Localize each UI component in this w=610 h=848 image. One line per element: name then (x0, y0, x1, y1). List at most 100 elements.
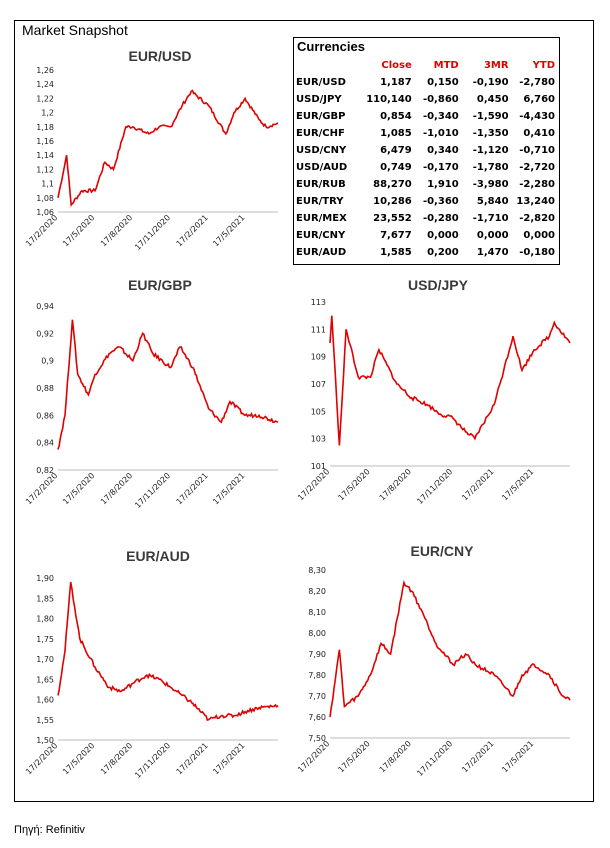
pair-cell: EUR/CNY (296, 230, 346, 241)
mtd-cell: -0,280 (422, 213, 459, 224)
snapshot-frame (14, 20, 594, 802)
x-tick-label: 17/11/2020 (415, 739, 454, 778)
chart-title-eurusd: EUR/USD (128, 48, 192, 64)
currencies-table-panel: Currencies Close MTD 3MR YTD EUR/USD 1,18… (293, 37, 560, 265)
close-cell: 10,286 (373, 196, 412, 207)
x-tick-label: 17/8/2020 (378, 739, 413, 774)
x-tick-label: 17/8/2020 (378, 467, 413, 502)
y-tick-label: 103 (311, 435, 326, 444)
mtd-cell: -0,360 (422, 196, 459, 207)
3mr-header: 3MR (483, 60, 509, 71)
mtd-cell: 0,000 (427, 230, 459, 241)
y-tick-label: 1,65 (36, 675, 54, 684)
currencies-table: Close MTD 3MR YTD EUR/USD 1,187 0,150 -0,19… (296, 57, 559, 261)
close-header: Close (381, 60, 412, 71)
y-tick-label: 8,10 (308, 608, 326, 617)
pair-cell: EUR/GBP (296, 111, 346, 122)
mtd-cell: 0,340 (427, 145, 459, 156)
x-tick-label: 17/5/2020 (336, 739, 371, 774)
mtd-cell: 1,910 (427, 179, 459, 190)
series-line (57, 581, 279, 721)
y-tick-label: 1,50 (36, 736, 54, 745)
x-tick-label: 17/11/2020 (133, 471, 172, 510)
series-line (329, 579, 571, 718)
y-tick-label: 8,00 (308, 629, 326, 638)
chart-title-usdjpy: USD/JPY (408, 277, 468, 293)
x-tick-label: 17/5/2021 (211, 471, 246, 506)
x-tick-label: 17/11/2020 (133, 213, 172, 252)
x-tick-label: 17/11/2020 (415, 467, 454, 506)
y-tick-label: 8,20 (308, 587, 326, 596)
page-title: Market Snapshot (22, 22, 128, 38)
x-tick-label: 17/2/2021 (175, 471, 210, 506)
y-tick-label: 101 (311, 462, 326, 471)
y-tick-label: 107 (311, 380, 326, 389)
pair-cell: USD/CNY (296, 145, 347, 156)
y-tick-label: 1,60 (36, 696, 54, 705)
y-tick-label: 113 (311, 298, 326, 307)
x-tick-label: 17/5/2020 (61, 213, 96, 248)
ytd-cell: -0,710 (519, 145, 555, 156)
close-cell: 110,140 (366, 94, 412, 105)
pair-cell: EUR/RUB (296, 179, 346, 190)
close-cell: 0,854 (380, 111, 412, 122)
close-cell: 23,552 (373, 213, 412, 224)
table-row: EUR/AUD 1,585 0,200 1,470 -0,180 (296, 244, 559, 261)
y-tick-label: 1,12 (36, 165, 54, 174)
pair-header (296, 57, 357, 74)
chart-eurcny: 7,50 7,60 7,70 7,80 7,90 8,00 8,10 8,20 8,30 17/2… (296, 566, 571, 778)
series-line (57, 89, 279, 207)
y-tick-label: 1,22 (36, 94, 54, 103)
y-tick-label: 1,55 (36, 716, 54, 725)
y-tick-label: 0,88 (36, 384, 54, 393)
x-tick-label: 17/5/2021 (211, 741, 246, 776)
y-tick-label: 8,30 (308, 566, 326, 575)
mtd-cell: -0,170 (422, 162, 459, 173)
y-tick-label: 1,26 (36, 66, 54, 75)
table-row: EUR/RUB 88,270 1,910 -3,980 -2,280 (296, 176, 559, 193)
y-tick-label: 1,70 (36, 655, 54, 664)
3mr-cell: -1,710 (472, 213, 509, 224)
source-note: Πηγή: Refinitiv (14, 824, 85, 836)
pair-cell: USD/JPY (296, 94, 342, 105)
close-cell: 1,085 (380, 128, 412, 139)
currencies-title: Currencies (297, 39, 365, 54)
close-cell: 0,749 (380, 162, 412, 173)
table-header-row: Close MTD 3MR YTD (296, 57, 559, 74)
table-row: EUR/MEX 23,552 -0,280 -1,710 -2,820 (296, 210, 559, 227)
x-tick-label: 17/5/2021 (211, 213, 246, 248)
x-tick-label: 17/5/2021 (500, 467, 535, 502)
chart-title-euraud: EUR/AUD (126, 548, 190, 564)
pair-cell: EUR/CHF (296, 128, 345, 139)
close-cell: 1,187 (380, 77, 412, 88)
ytd-cell: -4,430 (519, 111, 555, 122)
chart-euraud: 1,50 1,55 1,60 1,65 1,70 1,75 1,80 1,85 1,90 17/2… (24, 574, 279, 780)
ytd-cell: 6,760 (523, 94, 555, 105)
y-tick-label: 1,75 (36, 635, 54, 644)
y-tick-label: 109 (311, 353, 326, 362)
3mr-cell: -0,190 (472, 77, 509, 88)
mtd-header: MTD (433, 60, 459, 71)
y-tick-label: 7,80 (308, 671, 326, 680)
3mr-cell: 5,840 (476, 196, 509, 207)
close-cell: 88,270 (373, 179, 412, 190)
y-tick-label: 1,1 (41, 180, 54, 189)
x-tick-label: 17/5/2020 (61, 741, 96, 776)
ytd-cell: 0,000 (523, 230, 555, 241)
close-cell: 1,585 (380, 247, 412, 258)
y-tick-label: 0,84 (36, 439, 54, 448)
x-tick-label: 17/2/2021 (175, 213, 210, 248)
pair-cell: EUR/USD (296, 77, 346, 88)
table-row: EUR/GBP 0,854 -0,340 -1,590 -4,430 (296, 108, 559, 125)
3mr-cell: -1,590 (472, 111, 509, 122)
table-row: EUR/TRY 10,286 -0,360 5,840 13,240 (296, 193, 559, 210)
y-tick-label: 1,16 (36, 137, 54, 146)
x-tick-label: 17/2/2021 (460, 467, 495, 502)
ytd-cell: -2,820 (519, 213, 555, 224)
chart-title-eurgbp: EUR/GBP (128, 277, 192, 293)
pair-cell: EUR/AUD (296, 247, 347, 258)
table-row: EUR/CNY 7,677 0,000 0,000 0,000 (296, 227, 559, 244)
table-row: USD/CNY 6,479 0,340 -1,120 -0,710 (296, 142, 559, 159)
